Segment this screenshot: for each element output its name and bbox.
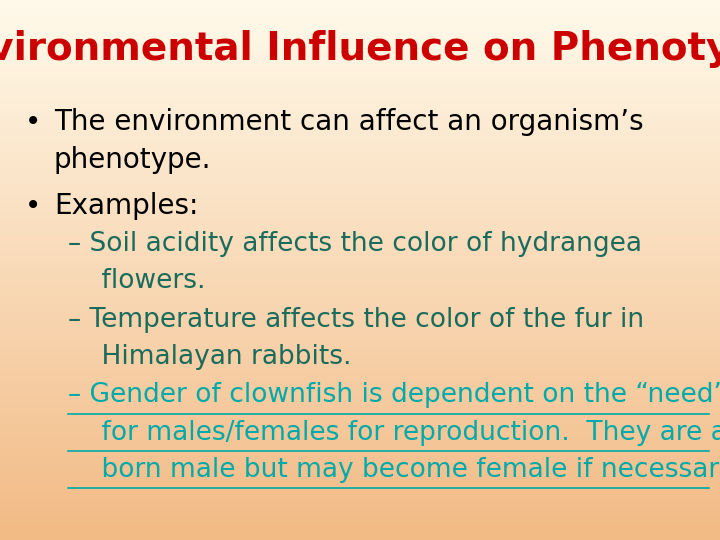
- Text: phenotype.: phenotype.: [54, 146, 212, 174]
- Text: – Soil acidity affects the color of hydrangea: – Soil acidity affects the color of hydr…: [68, 231, 642, 257]
- Text: flowers.: flowers.: [68, 268, 206, 294]
- Text: •: •: [25, 192, 42, 220]
- Text: Examples:: Examples:: [54, 192, 199, 220]
- Text: Environmental Influence on Phenotype: Environmental Influence on Phenotype: [0, 30, 720, 68]
- Text: The environment can affect an organism’s: The environment can affect an organism’s: [54, 108, 644, 136]
- Text: for males/females for reproduction.  They are all: for males/females for reproduction. They…: [68, 420, 720, 446]
- Text: Himalayan rabbits.: Himalayan rabbits.: [68, 344, 352, 370]
- Text: born male but may become female if necessary.: born male but may become female if neces…: [68, 457, 720, 483]
- Text: – Gender of clownfish is dependent on the “need”: – Gender of clownfish is dependent on th…: [68, 382, 720, 408]
- Text: •: •: [25, 108, 42, 136]
- Text: – Temperature affects the color of the fur in: – Temperature affects the color of the f…: [68, 307, 644, 333]
